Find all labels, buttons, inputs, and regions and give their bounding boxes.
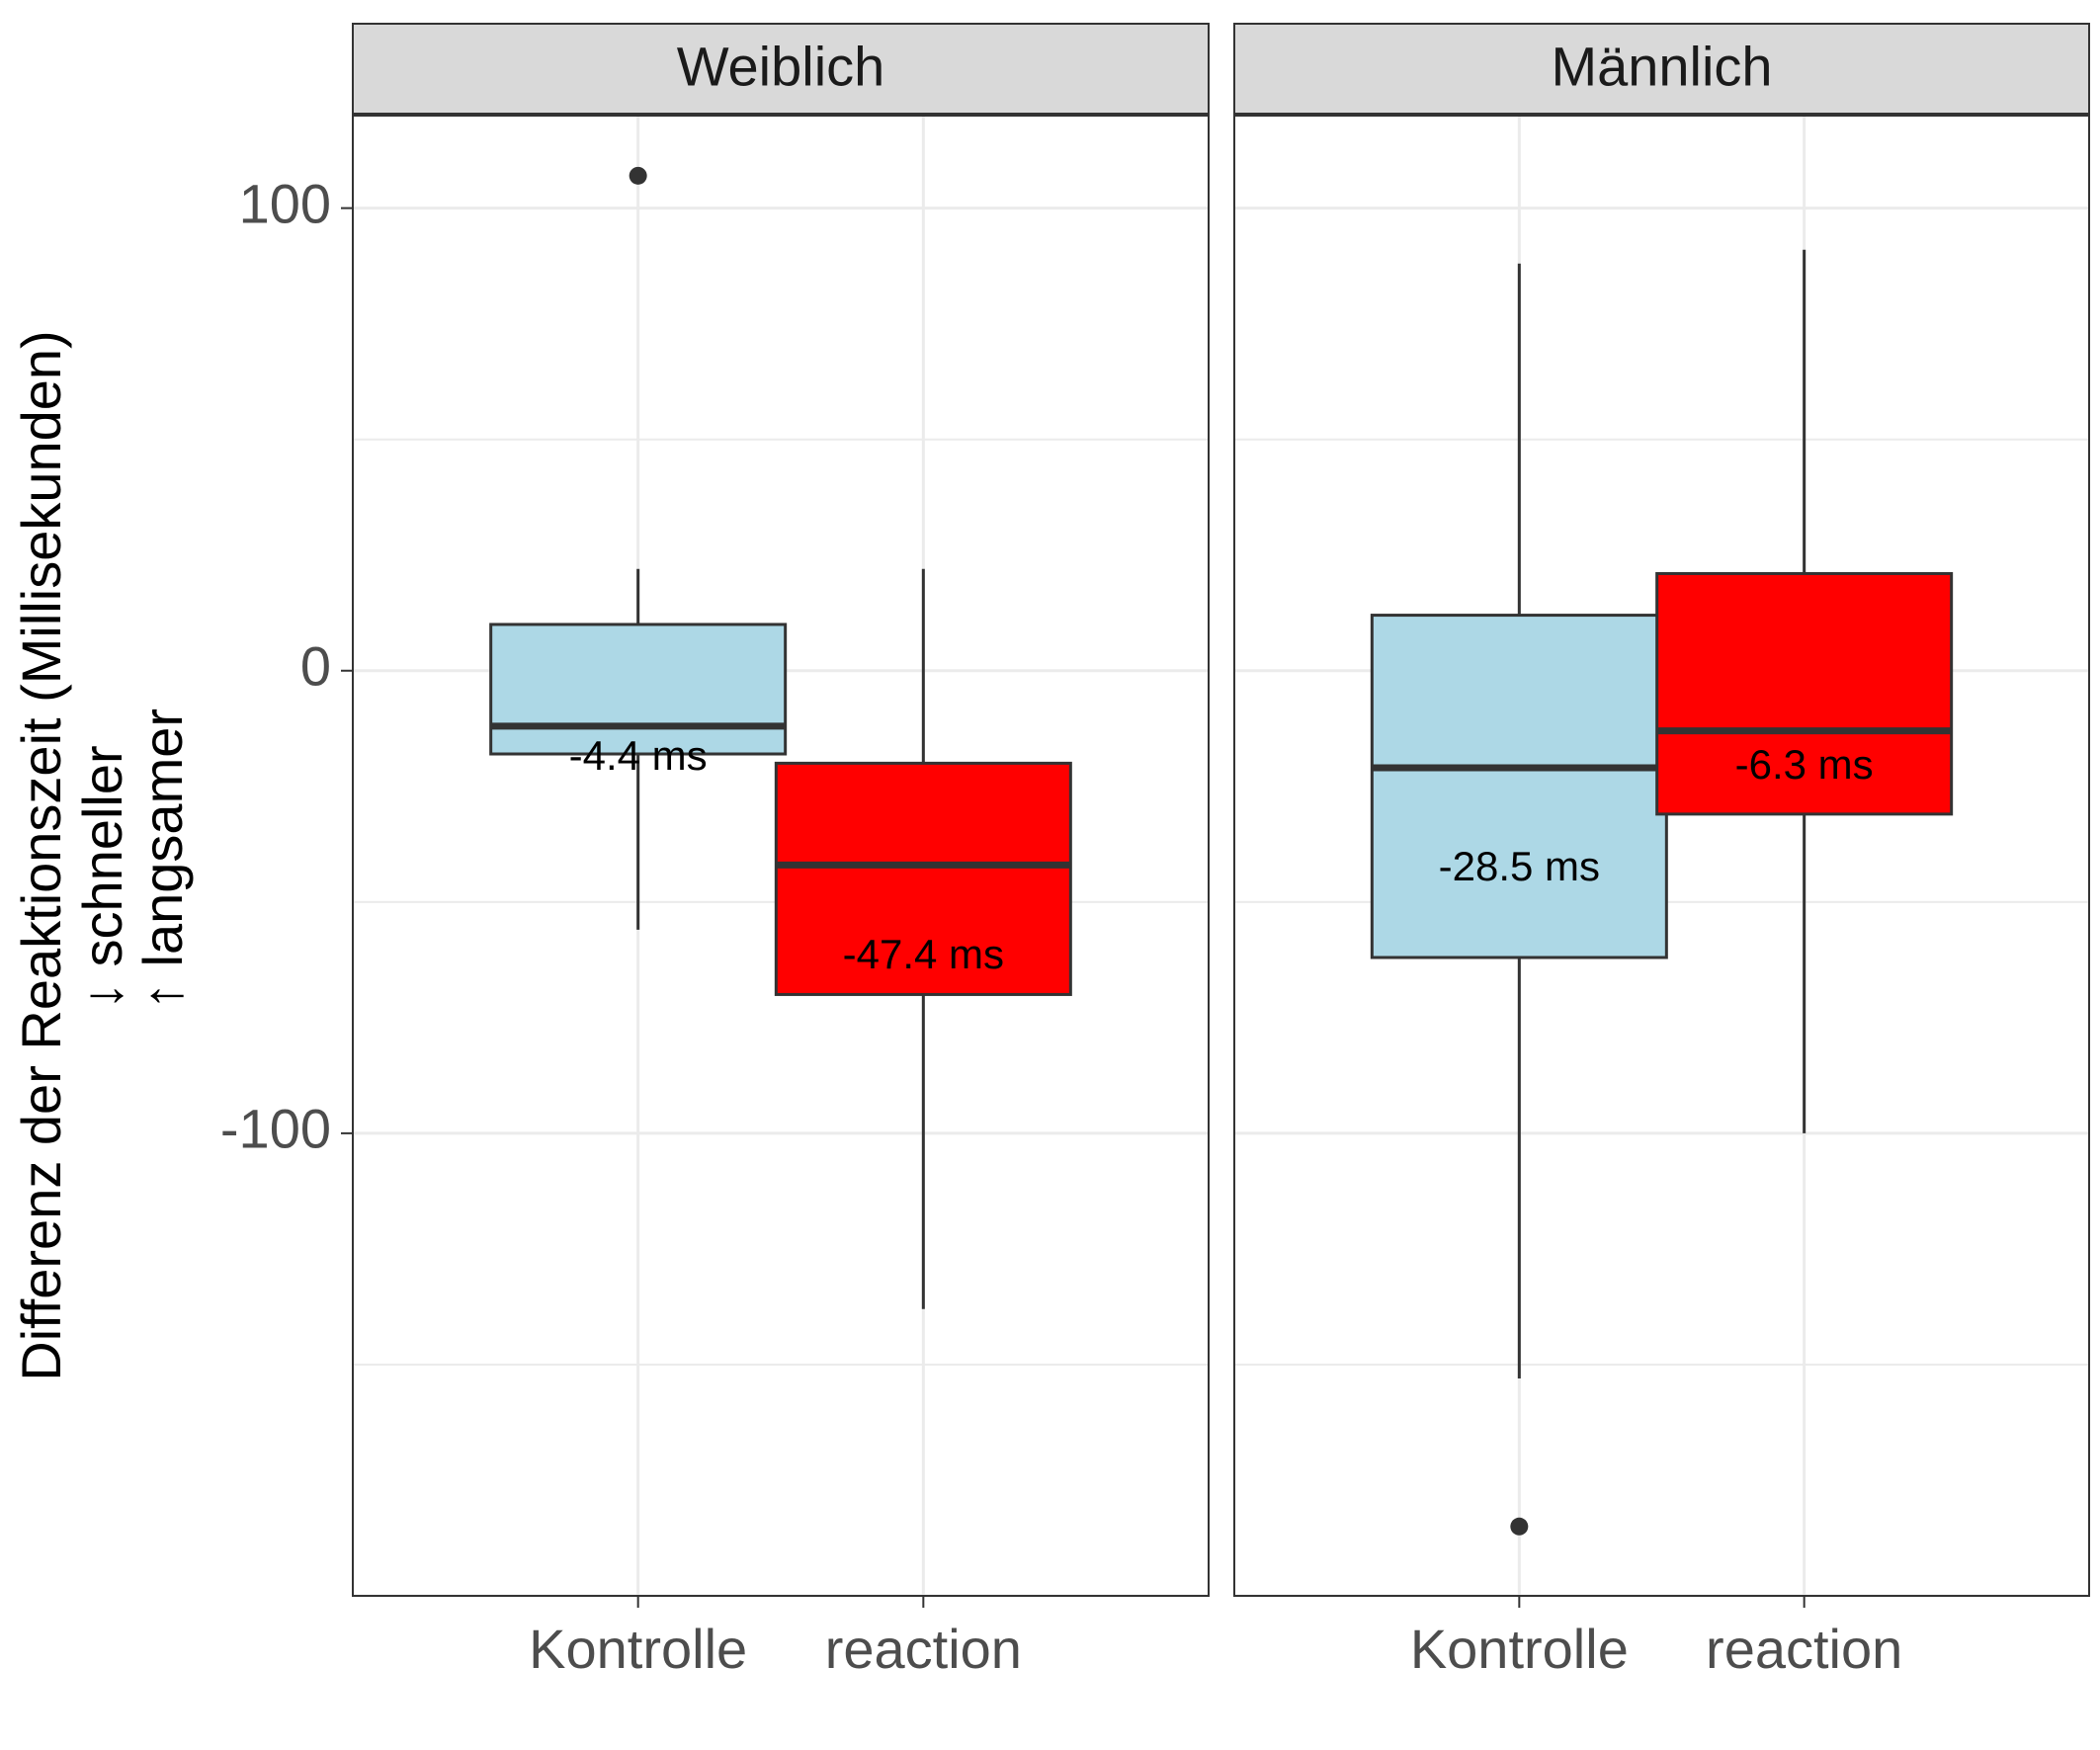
- mark-layer: [489, 166, 1954, 1536]
- x-tick-label: Kontrolle: [1410, 1618, 1629, 1680]
- facet-label: Männlich: [1551, 35, 1772, 97]
- y-axis-title-line: ↑ langsamer: [131, 708, 194, 1010]
- frame-layer: [341, 23, 2090, 1608]
- y-tick-label: 0: [300, 635, 331, 698]
- box-reaction: [774, 761, 1072, 996]
- panel-border: [352, 115, 1210, 1597]
- x-tick-label: reaction: [825, 1618, 1022, 1680]
- grid-layer: [353, 116, 2089, 1598]
- box-kontrolle: [1370, 614, 1668, 959]
- facet-strip: [352, 23, 1210, 115]
- y-tick-label: 100: [239, 172, 331, 234]
- box-mean-label: -6.3 ms: [1735, 741, 1874, 788]
- box-reaction: [1655, 571, 1954, 816]
- box-mean-label: -47.4 ms: [843, 931, 1004, 977]
- outlier-point: [629, 166, 647, 185]
- y-axis-title-line: Differenz der Reaktionszeit (Millisekund…: [10, 330, 72, 1380]
- box-mean-label: -28.5 ms: [1439, 843, 1600, 889]
- panel-border: [1233, 115, 2090, 1597]
- box-mean-label: -4.4 ms: [569, 732, 708, 779]
- facet-label: Weiblich: [677, 35, 885, 97]
- x-tick-label: reaction: [1706, 1618, 1902, 1680]
- facet-strip: [1233, 23, 2090, 115]
- y-tick-label: -100: [220, 1098, 331, 1160]
- outlier-point: [1510, 1517, 1529, 1536]
- y-axis-title-line: ↓ schneller: [71, 745, 133, 1010]
- box-kontrolle: [489, 623, 788, 756]
- text-layer: -4.4 ms -47.4 ms -28.5 ms -6.3 ms Weiblich Ko…: [10, 35, 1902, 1680]
- x-tick-label: Kontrolle: [529, 1618, 747, 1680]
